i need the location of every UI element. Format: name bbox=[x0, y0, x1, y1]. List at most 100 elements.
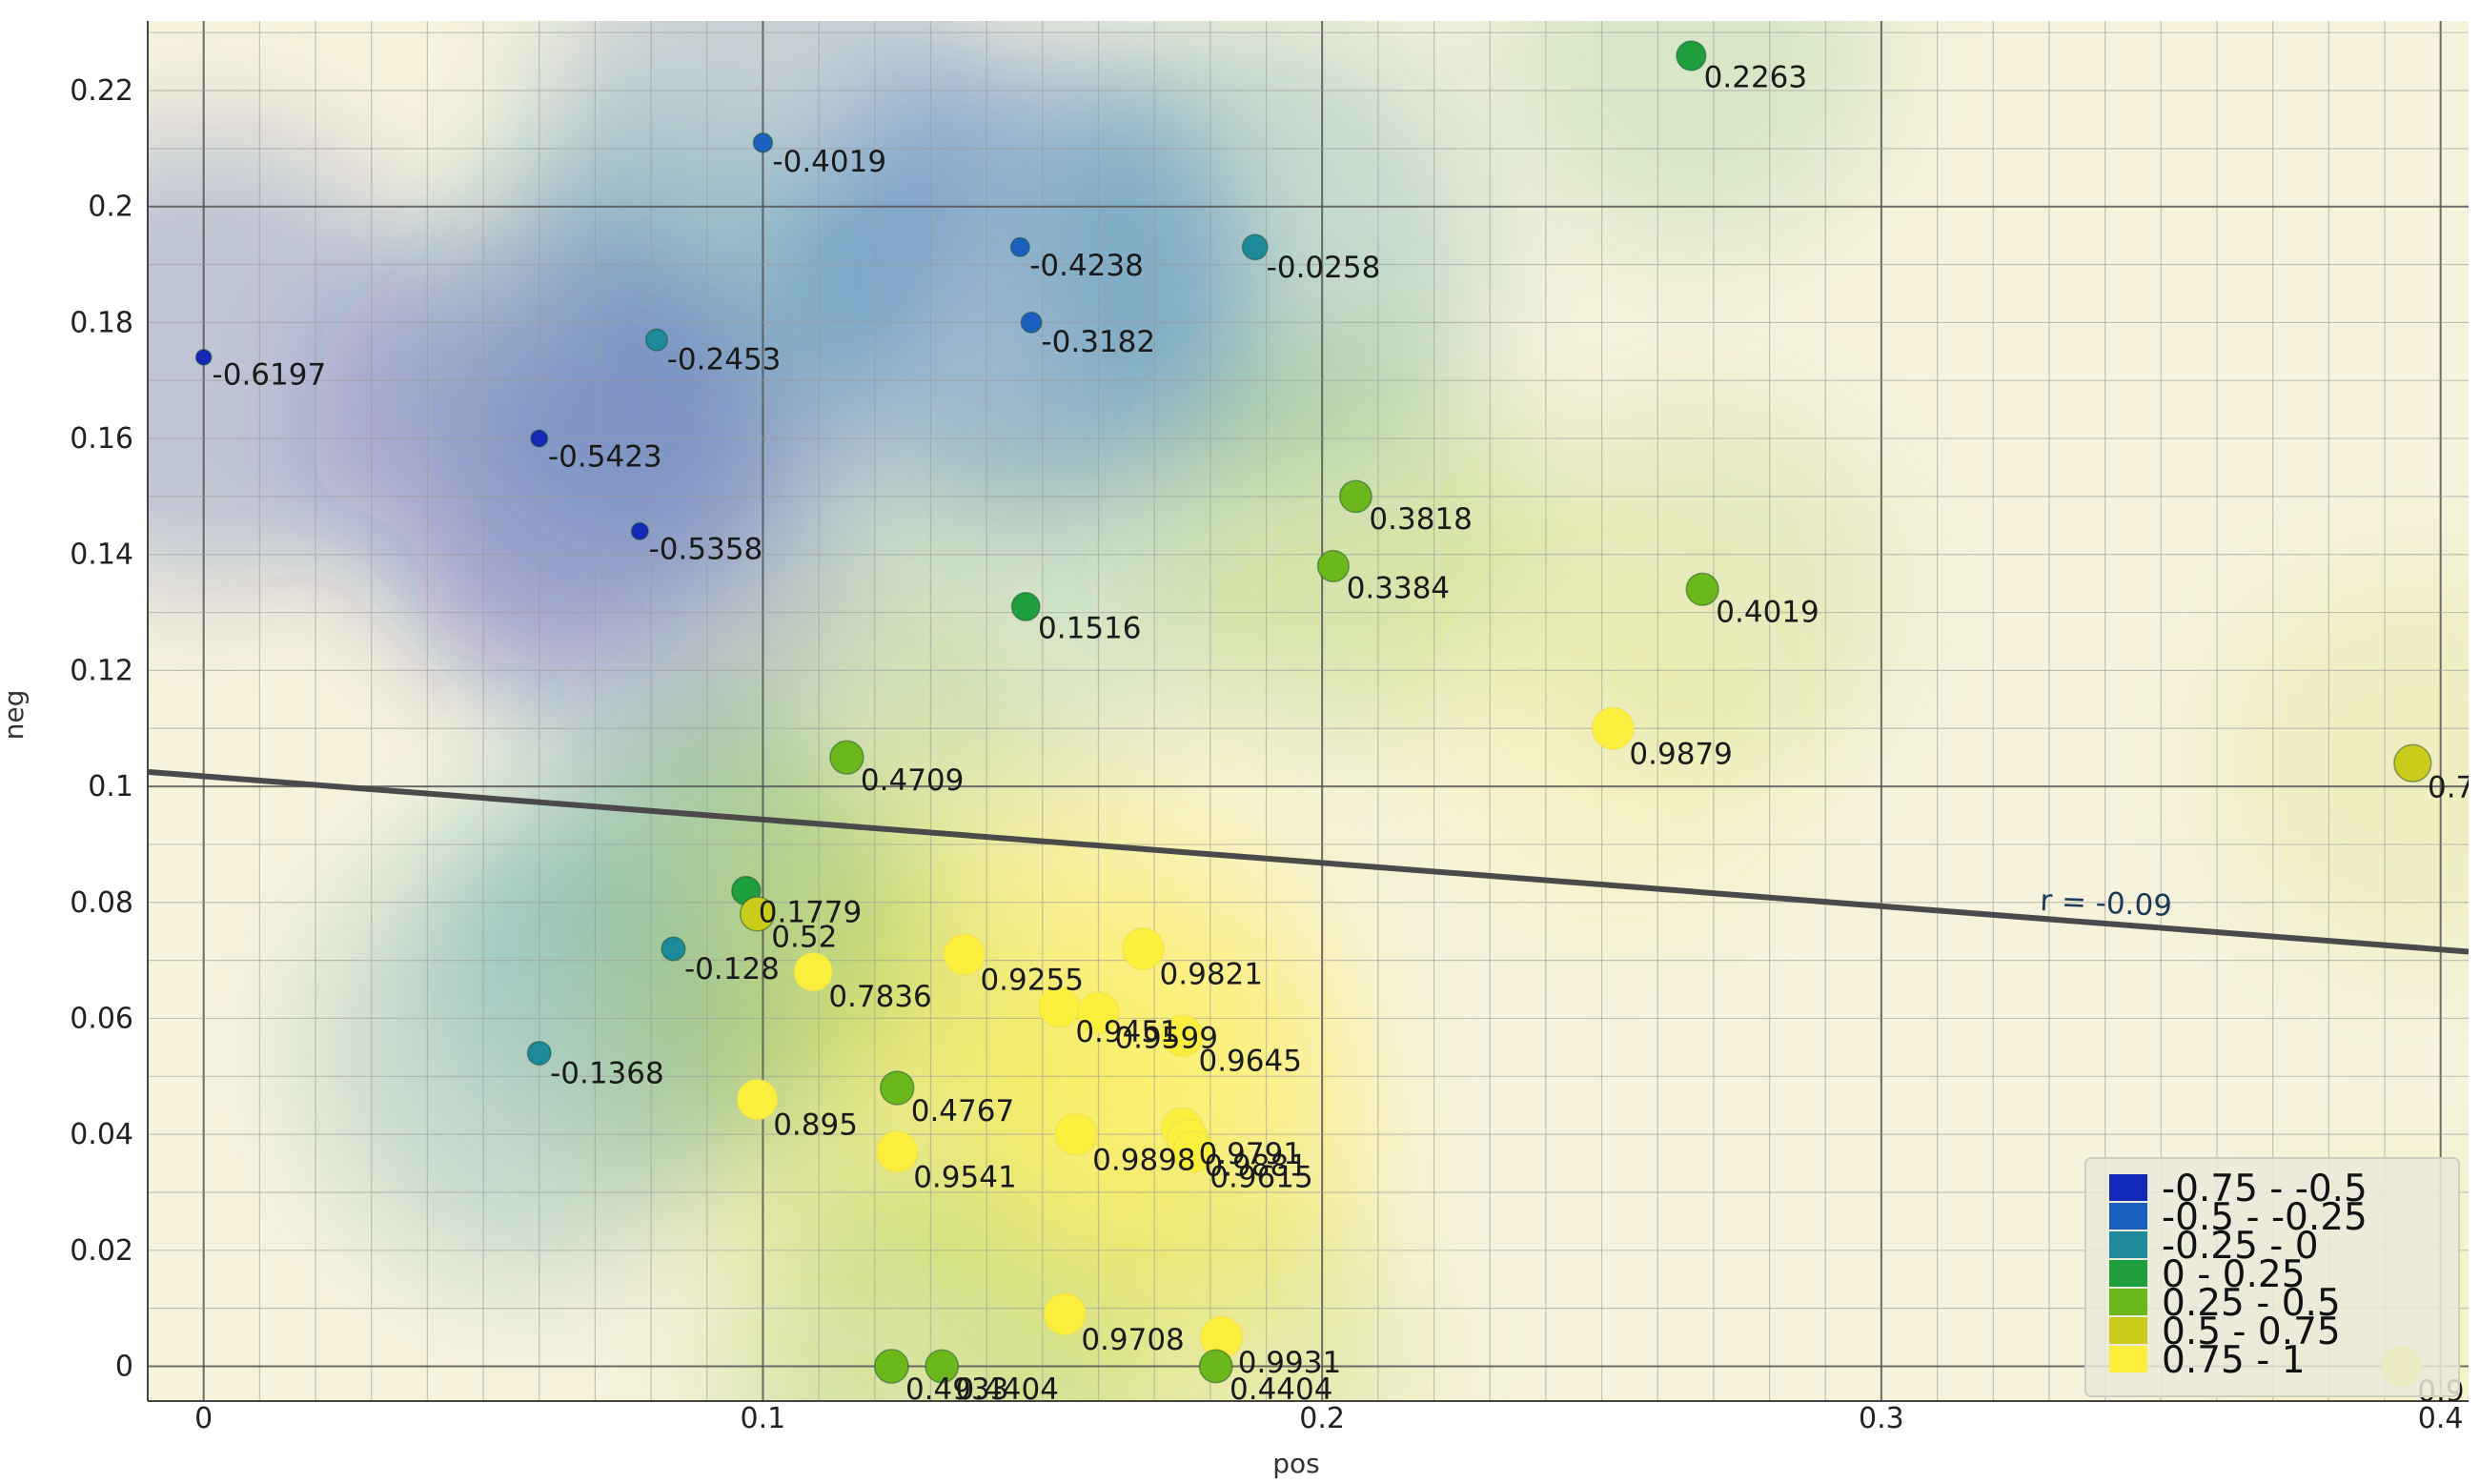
data-point bbox=[1316, 549, 1350, 582]
data-point bbox=[943, 933, 986, 976]
data-point-label: 0.895 bbox=[773, 1108, 858, 1142]
data-point-label: 0.4767 bbox=[911, 1094, 1014, 1128]
legend: -0.75 - -0.5-0.5 - -0.25-0.25 - 00 - 0.2… bbox=[2084, 1157, 2460, 1397]
data-point bbox=[530, 429, 549, 448]
data-point-label: 0.1516 bbox=[1038, 611, 1141, 645]
data-point bbox=[736, 1078, 779, 1121]
y-tick-label: 0.14 bbox=[70, 539, 133, 572]
data-point bbox=[1043, 1292, 1087, 1336]
data-point-label: 0.9708 bbox=[1081, 1323, 1184, 1357]
data-point bbox=[1198, 1349, 1233, 1384]
y-tick-label: 0.2 bbox=[88, 191, 133, 224]
legend-swatch bbox=[2109, 1231, 2147, 1258]
y-tick-label: 0.16 bbox=[70, 422, 133, 456]
data-point-label: 0.4404 bbox=[1230, 1372, 1332, 1407]
legend-label: -0.75 - -0.5 bbox=[2162, 1168, 2368, 1210]
data-point-label: 0.9599 bbox=[1114, 1021, 1217, 1055]
x-tick-label: 0.2 bbox=[1299, 1402, 1345, 1435]
data-point bbox=[661, 936, 686, 962]
data-point-label: -0.5358 bbox=[649, 533, 763, 567]
data-point-label: -0.4238 bbox=[1029, 249, 1144, 283]
data-point-label: -0.2453 bbox=[667, 342, 782, 376]
x-tick-label: 0.1 bbox=[741, 1402, 786, 1435]
data-point-label: 0.9645 bbox=[1198, 1045, 1301, 1079]
trend-line-label: r = -0.09 bbox=[2040, 884, 2173, 924]
grid-lines bbox=[148, 21, 2469, 1401]
heatmap-blob bbox=[1500, 21, 1882, 247]
data-point bbox=[879, 1070, 915, 1106]
data-point-label: 0.1779 bbox=[759, 896, 862, 930]
data-point bbox=[925, 1349, 960, 1384]
data-point-label: 0.9791 bbox=[1199, 1137, 1302, 1171]
y-tick-label: 0.06 bbox=[70, 1002, 133, 1035]
legend-swatch bbox=[2109, 1260, 2147, 1287]
data-point-labels: -0.6197 -0.4019 -0.4238 -0.0258 -0.2453 -0.31… bbox=[213, 61, 2474, 1407]
data-point-label: 0.9898 bbox=[1092, 1143, 1195, 1177]
x-axis-title: pos bbox=[1272, 1448, 1320, 1479]
data-point-label: -0.1368 bbox=[550, 1056, 664, 1090]
data-point bbox=[739, 896, 776, 932]
heatmap-blob bbox=[2222, 572, 2469, 954]
legend-swatch bbox=[2109, 1317, 2147, 1344]
legend-label: 0.25 - 0.5 bbox=[2162, 1282, 2341, 1325]
data-point-label: 0.9879 bbox=[1629, 737, 1732, 771]
data-point bbox=[1676, 40, 1707, 71]
legend-swatch bbox=[2109, 1203, 2147, 1230]
data-point-label: 0.3384 bbox=[1347, 572, 1450, 606]
data-point-label: -0.128 bbox=[684, 952, 780, 986]
data-point bbox=[1020, 311, 1043, 334]
data-point bbox=[875, 1130, 919, 1173]
y-tick-label: 0.18 bbox=[70, 306, 133, 339]
data-point-label: -0.3182 bbox=[1041, 325, 1155, 359]
data-point bbox=[1077, 990, 1120, 1034]
data-point bbox=[2393, 743, 2432, 783]
data-point-label: 0.9821 bbox=[1160, 958, 1263, 992]
legend-swatch bbox=[2109, 1346, 2147, 1372]
data-point bbox=[1009, 236, 1030, 257]
y-axis-title: neg bbox=[0, 690, 30, 741]
x-tick-label: 0.3 bbox=[1859, 1402, 1904, 1435]
trend-line bbox=[148, 768, 2469, 955]
data-point bbox=[1591, 706, 1635, 750]
data-point bbox=[829, 740, 864, 775]
data-point bbox=[873, 1349, 909, 1384]
data-point-label: 0.4933 bbox=[905, 1372, 1008, 1407]
data-point-label: 0.7836 bbox=[828, 980, 931, 1014]
data-point-label: 0.9881 bbox=[1204, 1149, 1307, 1183]
y-tick-label: 0.1 bbox=[88, 770, 133, 803]
y-tick-label: 0.04 bbox=[70, 1118, 133, 1151]
x-tick-label: 0.4 bbox=[2418, 1402, 2464, 1435]
data-point-label: 0.9451 bbox=[1075, 1015, 1178, 1049]
data-point bbox=[630, 521, 649, 540]
y-tick-label: 0 bbox=[115, 1350, 133, 1383]
data-point bbox=[1685, 572, 1719, 606]
data-point-label: 0.4019 bbox=[1716, 595, 1819, 629]
data-point-label: 0.4709 bbox=[861, 763, 964, 798]
data-point-label: -0.5423 bbox=[548, 439, 662, 474]
legend-swatch bbox=[2109, 1289, 2147, 1315]
x-tick-label: 0 bbox=[194, 1402, 213, 1435]
data-point-label: 0.2263 bbox=[1704, 61, 1807, 95]
data-point-label: 0.3818 bbox=[1369, 502, 1472, 537]
x-tick-labels: 0 0.1 0.2 0.3 0.4 bbox=[194, 1402, 2463, 1435]
data-point-label: 0.9931 bbox=[1238, 1346, 1341, 1380]
data-point-label: -0.0258 bbox=[1267, 251, 1381, 285]
data-point bbox=[1338, 479, 1372, 514]
data-point-label: 0.52 bbox=[771, 921, 837, 955]
data-point-label: 0.9541 bbox=[913, 1160, 1016, 1194]
legend-label: 0 - 0.25 bbox=[2162, 1253, 2306, 1296]
data-point-label: 0.9615 bbox=[1210, 1160, 1312, 1194]
data-point bbox=[752, 132, 774, 153]
data-point-label: 0.4404 bbox=[956, 1372, 1059, 1407]
y-tick-label: 0.22 bbox=[70, 74, 133, 108]
y-tick-label: 0.12 bbox=[70, 654, 133, 687]
data-point bbox=[526, 1040, 552, 1066]
legend-box bbox=[2084, 1157, 2460, 1397]
data-point bbox=[1054, 1112, 1098, 1156]
data-point bbox=[1010, 592, 1041, 621]
y-tick-labels: 0 0.02 0.04 0.06 0.08 0.1 0.12 0.14 0.16 0.18 0.2 0… bbox=[70, 74, 133, 1383]
data-point bbox=[644, 328, 669, 352]
data-point-label: 0.7 bbox=[2428, 770, 2474, 804]
y-tick-label: 0.02 bbox=[70, 1234, 133, 1268]
